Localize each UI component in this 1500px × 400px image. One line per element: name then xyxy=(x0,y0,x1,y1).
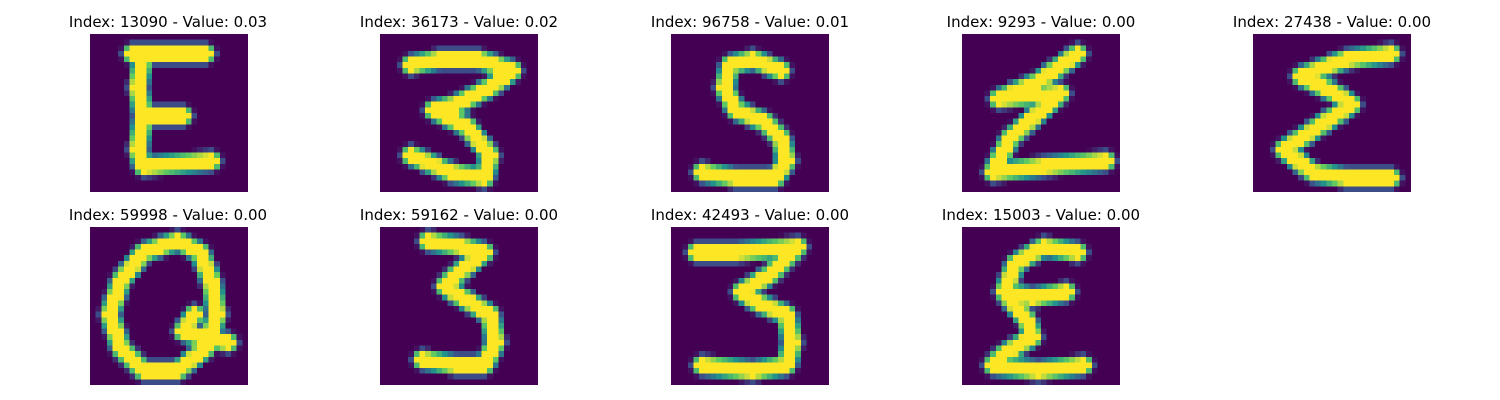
grid-cell-4-title: Index: 9293 - Value: 0.00 xyxy=(946,13,1136,31)
grid-cell-4: Index: 9293 - Value: 0.00 xyxy=(896,13,1186,203)
grid-cell-3-title: Index: 96758 - Value: 0.01 xyxy=(650,13,850,31)
grid-cell-6: Index: 59998 - Value: 0.00 xyxy=(23,206,313,396)
grid-cell-2-image xyxy=(380,34,538,192)
grid-cell-4-image xyxy=(962,34,1120,192)
grid-cell-6-image xyxy=(90,227,248,385)
grid-cell-9: Index: 15003 - Value: 0.00 xyxy=(896,206,1186,396)
grid-cell-1-title: Index: 13090 - Value: 0.03 xyxy=(68,13,268,31)
grid-cell-3-image xyxy=(671,34,829,192)
grid-cell-7-title: Index: 59162 - Value: 0.00 xyxy=(359,206,559,224)
grid-cell-7: Index: 59162 - Value: 0.00 xyxy=(314,206,604,396)
grid-cell-9-image xyxy=(962,227,1120,385)
grid-cell-7-image xyxy=(380,227,538,385)
grid-cell-1: Index: 13090 - Value: 0.03 xyxy=(23,13,313,203)
grid-cell-1-image xyxy=(90,34,248,192)
grid-cell-9-title: Index: 15003 - Value: 0.00 xyxy=(941,206,1141,224)
grid-cell-8: Index: 42493 - Value: 0.00 xyxy=(605,206,895,396)
grid-cell-5-image xyxy=(1253,34,1411,192)
grid-cell-5-title: Index: 27438 - Value: 0.00 xyxy=(1232,13,1432,31)
grid-cell-6-title: Index: 59998 - Value: 0.00 xyxy=(68,206,268,224)
grid-cell-2-title: Index: 36173 - Value: 0.02 xyxy=(359,13,559,31)
grid-cell-5: Index: 27438 - Value: 0.00 xyxy=(1187,13,1477,203)
grid-cell-8-image xyxy=(671,227,829,385)
grid-cell-2: Index: 36173 - Value: 0.02 xyxy=(314,13,604,203)
grid-cell-8-title: Index: 42493 - Value: 0.00 xyxy=(650,206,850,224)
grid-cell-3: Index: 96758 - Value: 0.01 xyxy=(605,13,895,203)
